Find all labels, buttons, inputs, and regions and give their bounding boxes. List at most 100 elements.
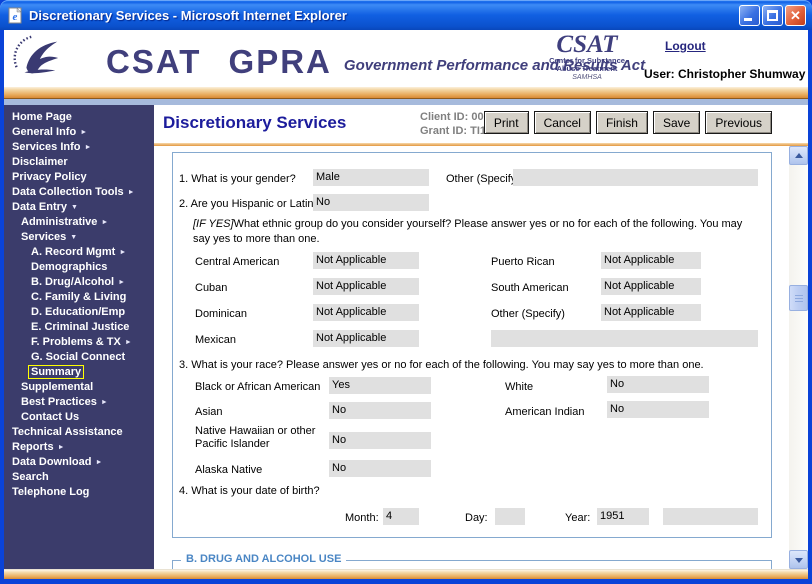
sidebar-item-summary[interactable]: Summary — [4, 365, 154, 380]
asian-label: Asian — [195, 406, 223, 418]
print-button[interactable]: Print — [483, 111, 529, 134]
sidebar-item-a-record-mgmt[interactable]: A. Record Mgmt ► — [31, 246, 127, 258]
scroll-down-button[interactable] — [789, 550, 808, 569]
submenu-arrow-icon: ► — [84, 144, 92, 151]
bottom-orange-stripe — [4, 569, 808, 579]
close-button[interactable]: ✕ — [785, 4, 806, 26]
vertical-scrollbar[interactable] — [789, 146, 808, 569]
sidebar-item-contact-us[interactable]: Contact Us — [21, 411, 80, 423]
maximize-button[interactable] — [762, 4, 783, 26]
sidebar-item-data-entry[interactable]: Data Entry ▼ — [12, 201, 78, 213]
close-icon: ✕ — [790, 7, 801, 23]
asian-field[interactable]: No — [329, 402, 431, 419]
minimize-button[interactable] — [739, 4, 760, 26]
native-hawaiian-label: Native Hawaiian or other Pacific Islande… — [195, 425, 316, 450]
sidebar-item-demographics[interactable]: Demographics — [31, 261, 108, 273]
year-field[interactable]: 1951 — [597, 508, 649, 525]
previous-button[interactable]: Previous — [705, 111, 772, 134]
american-indian-field[interactable]: No — [607, 401, 709, 418]
sidebar-item-services-info[interactable]: Services Info ► — [12, 141, 92, 153]
scroll-down-icon — [795, 558, 803, 563]
minimize-icon — [744, 17, 752, 21]
alaska-native-field[interactable]: No — [329, 460, 431, 477]
app-banner: CSAT GPRA Government Performance and Res… — [4, 30, 808, 87]
cuban-label: Cuban — [195, 282, 228, 294]
dominican-field[interactable]: Not Applicable — [313, 304, 419, 321]
sidebar-item-g-social-connect[interactable]: G. Social Connect — [31, 351, 126, 363]
main-content: Discretionary Services Client ID: 001 Gr… — [154, 105, 808, 569]
maximize-icon — [767, 9, 778, 21]
south-american-label: South American — [491, 282, 569, 294]
submenu-arrow-icon: ► — [118, 279, 126, 286]
gender-field[interactable]: Male — [313, 169, 429, 186]
ethnic-other-field[interactable]: Not Applicable — [601, 304, 701, 321]
sidebar-item-d-education-emp[interactable]: D. Education/Emp — [31, 306, 126, 318]
south-american-field[interactable]: Not Applicable — [601, 278, 701, 295]
sidebar-item-administrative[interactable]: Administrative ► — [21, 216, 109, 228]
month-field[interactable]: 4 — [383, 508, 419, 525]
submenu-arrow-icon: ► — [124, 339, 132, 346]
sidebar-nav: Home Page General Info ► Services Info ► Disc… — [4, 105, 154, 569]
scroll-up-button[interactable] — [789, 146, 808, 165]
csat-logo-name: CSAT — [556, 31, 618, 58]
submenu-arrow-icon: ▼ — [70, 234, 78, 241]
page-title: Discretionary Services — [163, 113, 347, 132]
internet-explorer-icon: e — [8, 6, 22, 23]
sidebar-item-privacy-policy[interactable]: Privacy Policy — [12, 171, 87, 183]
logout-link[interactable]: Logout — [665, 39, 706, 53]
sidebar-item-services[interactable]: Services ▼ — [21, 231, 78, 243]
sidebar-item-search[interactable]: Search — [12, 471, 49, 483]
sidebar-item-telephone-log[interactable]: Telephone Log — [12, 486, 90, 498]
sidebar-item-reports[interactable]: Reports ► — [12, 441, 65, 453]
submenu-arrow-icon: ► — [101, 219, 109, 226]
sidebar-item-disclaimer[interactable]: Disclaimer — [12, 156, 68, 168]
sidebar-item-f-problems-tx[interactable]: F. Problems & TX ► — [31, 336, 132, 348]
puerto-rican-label: Puerto Rican — [491, 256, 555, 268]
finish-button[interactable]: Finish — [595, 111, 648, 134]
scroll-up-icon — [795, 153, 803, 158]
mexican-field[interactable]: Not Applicable — [313, 330, 419, 347]
sidebar-item-b-drug-alcohol[interactable]: B. Drug/Alcohol ► — [31, 276, 126, 288]
submenu-arrow-icon: ▼ — [71, 204, 78, 211]
sidebar-item-data-collection-tools[interactable]: Data Collection Tools ► — [12, 186, 135, 198]
section-b-legend: B. DRUG AND ALCOHOL USE — [181, 553, 347, 565]
q3-label: 3. What is your race? Please answer yes … — [179, 359, 704, 371]
banner-orange-stripe — [4, 87, 808, 99]
black-african-american-label: Black or African American — [195, 381, 321, 393]
puerto-rican-field[interactable]: Not Applicable — [601, 252, 701, 269]
alaska-native-label: Alaska Native — [195, 464, 263, 476]
scroll-thumb[interactable] — [789, 285, 808, 311]
year-label: Year: — [565, 512, 591, 524]
central-american-field[interactable]: Not Applicable — [313, 252, 419, 269]
cancel-button[interactable]: Cancel — [533, 111, 591, 134]
sidebar-item-best-practices[interactable]: Best Practices ► — [21, 396, 108, 408]
banner-blue-stripe — [4, 99, 808, 105]
save-button[interactable]: Save — [652, 111, 701, 134]
ethnic-other-label: Other (Specify) — [491, 308, 565, 320]
q4-label: 4. What is your date of birth? — [179, 485, 320, 497]
brand-tagline: Government Performance and Results Act — [343, 57, 646, 74]
sidebar-item-technical-assistance[interactable]: Technical Assistance — [12, 426, 123, 438]
white-field[interactable]: No — [607, 376, 709, 393]
hispanic-field[interactable]: No — [313, 194, 429, 211]
sidebar-item-c-family-living[interactable]: C. Family & Living — [31, 291, 127, 303]
black-african-american-field[interactable]: Yes — [329, 377, 431, 394]
other-specify-label: Other (Specify) — [446, 173, 520, 185]
dob-extra-field[interactable] — [663, 508, 758, 525]
sidebar-item-data-download[interactable]: Data Download ► — [12, 456, 103, 468]
dominican-label: Dominican — [195, 308, 247, 320]
ethnic-group-note: [IF YES]What ethnic group do you conside… — [193, 218, 743, 245]
demographics-section: 1. What is your gender? Male Other (Spec… — [172, 152, 772, 538]
central-american-label: Central American — [195, 256, 280, 268]
sidebar-item-e-criminal-justice[interactable]: E. Criminal Justice — [31, 321, 130, 333]
sidebar-item-general-info[interactable]: General Info ► — [12, 126, 88, 138]
gender-other-field[interactable] — [513, 169, 758, 186]
native-hawaiian-field[interactable]: No — [329, 432, 431, 449]
ethnic-other-specify-field[interactable] — [491, 330, 758, 347]
white-label: White — [505, 381, 534, 393]
cuban-field[interactable]: Not Applicable — [313, 278, 419, 295]
sidebar-item-home-page[interactable]: Home Page — [12, 111, 72, 123]
day-field[interactable] — [495, 508, 525, 525]
sidebar-item-supplemental[interactable]: Supplemental — [21, 381, 94, 393]
q2-label: 2. Are you Hispanic or Latino? — [179, 198, 326, 210]
